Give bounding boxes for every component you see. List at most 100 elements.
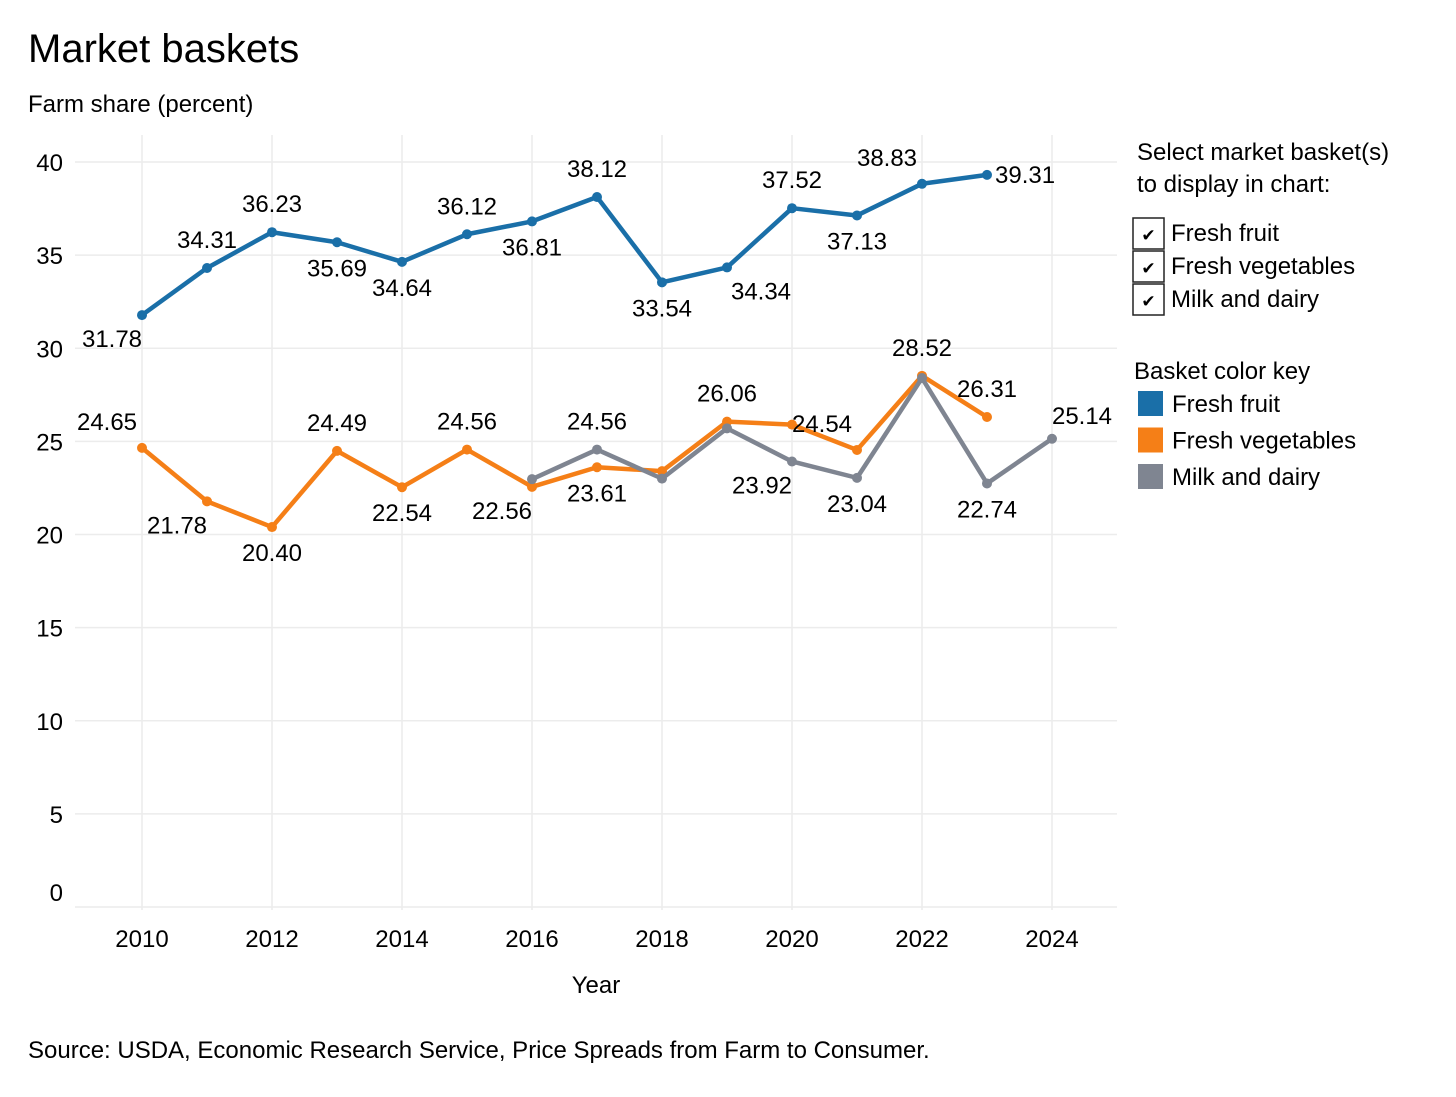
color-key-item: Fresh fruit [1138,391,1280,418]
x-tick-label: 2010 [115,926,168,953]
data-point[interactable] [852,444,862,455]
y-tick-label: 20 [36,523,63,550]
data-point[interactable] [462,444,472,455]
color-key-label: Milk and dairy [1172,464,1320,491]
data-label: 20.40 [242,540,302,567]
data-point[interactable] [397,482,407,493]
data-point[interactable] [527,481,537,492]
data-label: 36.23 [242,191,302,218]
data-point[interactable] [917,373,927,384]
data-label: 24.56 [437,409,497,436]
y-tick-label: 0 [50,880,63,907]
data-point[interactable] [1047,433,1057,444]
data-label: 37.52 [762,167,822,194]
checkbox-label: Milk and dairy [1171,286,1319,313]
color-key-title: Basket color key [1134,358,1310,385]
y-tick-label: 5 [50,802,63,829]
x-tick-label: 2012 [245,926,298,953]
data-point[interactable] [982,478,992,489]
data-point[interactable] [657,473,667,484]
series-fresh-fruit [137,169,992,321]
data-label: 33.54 [632,295,692,322]
x-tick-label: 2020 [765,926,818,953]
y-tick-label: 30 [36,336,63,363]
data-label: 22.54 [372,500,432,527]
checkbox-fresh-vegetables[interactable]: ✔ Fresh vegetables [1132,250,1355,283]
data-point[interactable] [527,474,537,485]
x-axis-label: Year [572,972,621,999]
data-point[interactable] [592,444,602,455]
series-line [140,172,988,317]
data-label: 26.06 [697,381,757,408]
data-point[interactable] [787,203,797,214]
checkbox-box[interactable] [1132,250,1165,283]
data-point[interactable] [657,466,667,477]
data-label: 34.34 [731,278,791,305]
data-label: 24.65 [77,409,137,436]
data-label: 26.31 [957,376,1017,403]
x-tick-label: 2016 [505,926,558,953]
data-label: 24.54 [792,411,852,438]
series-line [140,373,989,530]
data-point[interactable] [852,472,862,483]
selector-title-line1: Select market basket(s) [1137,139,1389,166]
data-point[interactable] [722,262,732,273]
data-point[interactable] [982,411,992,422]
data-label: 23.92 [732,472,792,499]
data-label: 22.74 [957,496,1017,523]
data-point[interactable] [332,445,342,456]
data-label: 36.12 [437,193,497,220]
data-point[interactable] [722,423,732,434]
checkbox-box[interactable] [1132,217,1165,250]
data-point[interactable] [527,216,537,227]
data-label: 21.78 [147,512,207,539]
data-point[interactable] [592,462,602,473]
data-point[interactable] [982,169,992,180]
check-icon: ✔ [1141,226,1155,245]
color-swatch [1138,427,1163,453]
y-tick-label: 15 [36,616,63,643]
y-tick-label: 40 [36,150,63,177]
data-point[interactable] [137,442,147,453]
data-label: 38.12 [567,156,627,183]
check-icon: ✔ [1141,259,1155,278]
checkbox-fresh-fruit[interactable]: ✔ Fresh fruit [1132,217,1279,250]
data-point[interactable] [917,178,927,189]
data-label: 24.56 [567,409,627,436]
data-point[interactable] [397,256,407,267]
data-label: 28.52 [892,335,952,362]
y-axis-label: Farm share (percent) [28,91,253,118]
color-key-item: Milk and dairy [1138,464,1320,491]
data-point[interactable] [202,496,212,507]
data-point[interactable] [657,277,667,288]
data-label: 25.14 [1052,403,1112,430]
data-label: 23.61 [567,480,627,507]
data-point[interactable] [202,262,212,273]
data-point[interactable] [852,210,862,221]
y-tick-label: 35 [36,243,63,270]
data-point[interactable] [592,192,602,203]
color-key-label: Fresh fruit [1172,391,1280,418]
color-key: Basket color key Fresh fruit Fresh vegeta… [1134,358,1356,491]
data-label: 39.31 [995,162,1055,189]
data-point[interactable] [787,456,797,467]
data-label: 36.81 [502,234,562,261]
data-point[interactable] [332,237,342,248]
data-label: 34.31 [177,227,237,254]
x-tick-label: 2018 [635,926,688,953]
checkbox-box[interactable] [1132,283,1165,316]
x-tick-label: 2014 [375,926,428,953]
data-point[interactable] [462,229,472,240]
check-icon: ✔ [1141,292,1155,311]
series-milk-and-dairy [527,373,1057,489]
data-point[interactable] [137,310,147,321]
data-point[interactable] [787,419,797,430]
checkbox-milk-and-dairy[interactable]: ✔ Milk and dairy [1132,283,1319,316]
x-tick-label: 2022 [895,926,948,953]
data-point[interactable] [267,522,277,533]
data-point[interactable] [267,227,277,238]
basket-selector: Select market basket(s) to display in ch… [1132,139,1389,316]
y-tick-label: 25 [36,429,63,456]
